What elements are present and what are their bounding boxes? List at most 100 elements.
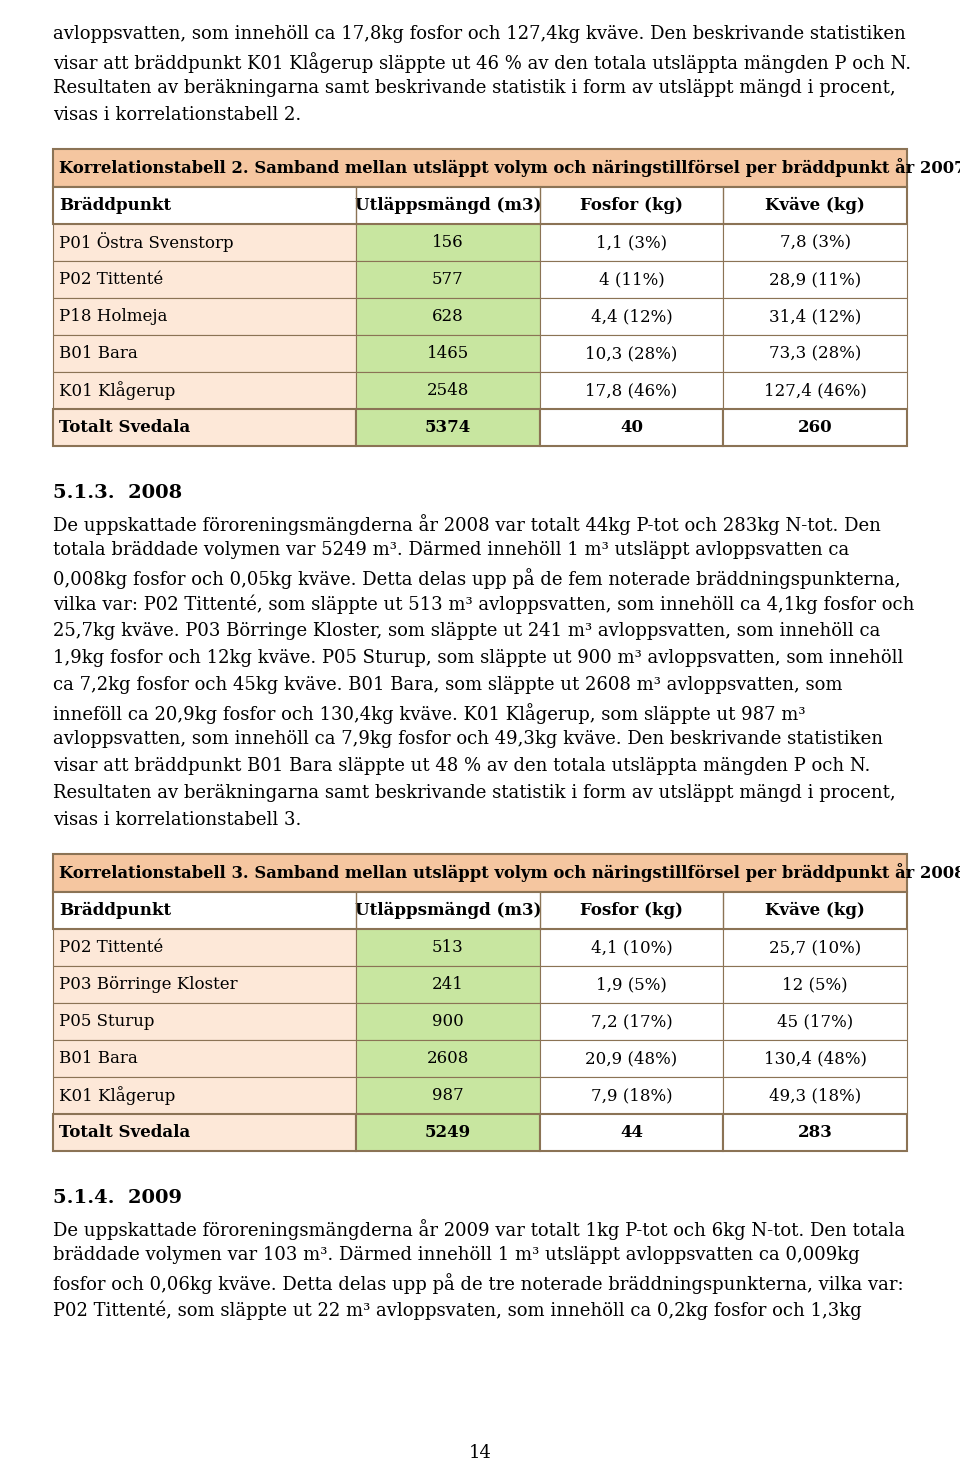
Text: Bräddpunkt: Bräddpunkt xyxy=(59,903,171,919)
Bar xyxy=(540,298,724,335)
Text: avloppsvatten, som innehöll ca 17,8kg fosfor och 127,4kg kväve. Den beskrivande : avloppsvatten, som innehöll ca 17,8kg fo… xyxy=(53,25,905,43)
Text: 127,4 (46%): 127,4 (46%) xyxy=(764,382,867,399)
Bar xyxy=(53,335,356,372)
Bar xyxy=(356,409,540,446)
Bar xyxy=(53,224,356,261)
Text: 4,1 (10%): 4,1 (10%) xyxy=(590,940,672,956)
Text: 7,8 (3%): 7,8 (3%) xyxy=(780,234,851,250)
Text: 1,9kg fosfor och 12kg kväve. P05 Sturup, som släppte ut 900 m³ avloppsvatten, so: 1,9kg fosfor och 12kg kväve. P05 Sturup,… xyxy=(53,649,903,667)
Bar xyxy=(540,1003,724,1040)
Bar xyxy=(53,409,356,446)
Text: avloppsvatten, som innehöll ca 7,9kg fosfor och 49,3kg kväve. Den beskrivande st: avloppsvatten, som innehöll ca 7,9kg fos… xyxy=(53,731,883,748)
Text: 44: 44 xyxy=(620,1123,643,1141)
Bar xyxy=(53,929,356,966)
Text: Totalt Svedala: Totalt Svedala xyxy=(59,419,190,436)
Text: 283: 283 xyxy=(798,1123,832,1141)
Text: Bräddpunkt: Bräddpunkt xyxy=(59,197,171,213)
Text: visar att bräddpunkt B01 Bara släppte ut 48 % av den totala utsläppta mängden P : visar att bräddpunkt B01 Bara släppte ut… xyxy=(53,757,871,775)
Text: 1,9 (5%): 1,9 (5%) xyxy=(596,977,667,993)
Text: bräddade volymen var 103 m³. Därmed innehöll 1 m³ utsläppt avloppsvatten ca 0,00: bräddade volymen var 103 m³. Därmed inne… xyxy=(53,1246,860,1264)
Text: K01 Klågerup: K01 Klågerup xyxy=(59,381,176,400)
Bar xyxy=(53,1077,356,1114)
Bar xyxy=(356,335,540,372)
Text: 7,2 (17%): 7,2 (17%) xyxy=(590,1014,672,1030)
Text: B01 Bara: B01 Bara xyxy=(59,1051,137,1067)
Text: 40: 40 xyxy=(620,419,643,436)
Bar xyxy=(540,1040,724,1077)
Bar xyxy=(356,1040,540,1077)
Text: K01 Klågerup: K01 Klågerup xyxy=(59,1086,176,1106)
Text: 45 (17%): 45 (17%) xyxy=(777,1014,853,1030)
Bar xyxy=(53,372,356,409)
Text: Utläppsmängd (m3): Utläppsmängd (m3) xyxy=(355,903,541,919)
Text: totala bräddade volymen var 5249 m³. Därmed innehöll 1 m³ utsläppt avloppsvatten: totala bräddade volymen var 5249 m³. Där… xyxy=(53,541,850,559)
Text: 156: 156 xyxy=(432,234,464,250)
Text: P02 Tittenté: P02 Tittenté xyxy=(59,940,163,956)
Text: 513: 513 xyxy=(432,940,464,956)
Text: 1465: 1465 xyxy=(427,345,469,362)
Text: 25,7kg kväve. P03 Börringe Kloster, som släppte ut 241 m³ avloppsvatten, som inn: 25,7kg kväve. P03 Börringe Kloster, som … xyxy=(53,622,880,640)
Text: 0,008kg fosfor och 0,05kg kväve. Detta delas upp på de fem noterade bräddningspu: 0,008kg fosfor och 0,05kg kväve. Detta d… xyxy=(53,568,900,588)
Text: 130,4 (48%): 130,4 (48%) xyxy=(764,1051,867,1067)
Bar xyxy=(540,409,724,446)
Bar xyxy=(724,1003,907,1040)
Text: 12 (5%): 12 (5%) xyxy=(782,977,848,993)
Text: Korrelationstabell 2. Samband mellan utsläppt volym och näringstillförsel per br: Korrelationstabell 2. Samband mellan uts… xyxy=(59,159,960,178)
Text: 2608: 2608 xyxy=(427,1051,469,1067)
Text: 31,4 (12%): 31,4 (12%) xyxy=(769,308,861,325)
Text: P02 Tittenté, som släppte ut 22 m³ avloppsvaten, som innehöll ca 0,2kg fosfor oc: P02 Tittenté, som släppte ut 22 m³ avlop… xyxy=(53,1300,862,1319)
Bar xyxy=(724,966,907,1003)
Text: Fosfor (kg): Fosfor (kg) xyxy=(580,903,684,919)
Bar xyxy=(540,335,724,372)
Text: ca 7,2kg fosfor och 45kg kväve. B01 Bara, som släppte ut 2608 m³ avloppsvatten, : ca 7,2kg fosfor och 45kg kväve. B01 Bara… xyxy=(53,676,843,694)
Text: P03 Börringe Kloster: P03 Börringe Kloster xyxy=(59,977,238,993)
Text: B01 Bara: B01 Bara xyxy=(59,345,137,362)
Text: 2548: 2548 xyxy=(427,382,469,399)
Text: 25,7 (10%): 25,7 (10%) xyxy=(769,940,861,956)
Text: 900: 900 xyxy=(432,1014,464,1030)
Text: 20,9 (48%): 20,9 (48%) xyxy=(586,1051,678,1067)
Text: P02 Tittenté: P02 Tittenté xyxy=(59,271,163,288)
Bar xyxy=(53,298,356,335)
Bar xyxy=(53,1003,356,1040)
Text: Totalt Svedala: Totalt Svedala xyxy=(59,1123,190,1141)
Bar xyxy=(53,854,907,892)
Bar xyxy=(540,966,724,1003)
Text: 4 (11%): 4 (11%) xyxy=(599,271,664,288)
Bar xyxy=(724,409,907,446)
Text: visas i korrelationstabell 2.: visas i korrelationstabell 2. xyxy=(53,107,301,124)
Bar xyxy=(540,261,724,298)
Bar xyxy=(540,372,724,409)
Text: De uppskattade föroreningsmängderna år 2009 var totalt 1kg P-tot och 6kg N-tot. : De uppskattade föroreningsmängderna år 2… xyxy=(53,1220,905,1240)
Text: 5374: 5374 xyxy=(425,419,471,436)
Bar xyxy=(356,261,540,298)
Text: Fosfor (kg): Fosfor (kg) xyxy=(580,197,684,213)
Bar xyxy=(540,929,724,966)
Bar xyxy=(53,1040,356,1077)
Text: Resultaten av beräkningarna samt beskrivande statistik i form av utsläppt mängd : Resultaten av beräkningarna samt beskriv… xyxy=(53,784,896,802)
Bar xyxy=(53,966,356,1003)
Bar xyxy=(356,1077,540,1114)
Text: 17,8 (46%): 17,8 (46%) xyxy=(586,382,678,399)
Text: 5.1.3.  2008: 5.1.3. 2008 xyxy=(53,485,182,502)
Bar xyxy=(356,929,540,966)
Bar xyxy=(356,966,540,1003)
Bar xyxy=(540,224,724,261)
Text: Kväve (kg): Kväve (kg) xyxy=(765,197,865,213)
Bar xyxy=(356,1114,540,1152)
Text: visar att bräddpunkt K01 Klågerup släppte ut 46 % av den totala utsläppta mängde: visar att bräddpunkt K01 Klågerup släppt… xyxy=(53,52,911,73)
Text: 7,9 (18%): 7,9 (18%) xyxy=(590,1086,672,1104)
Text: Korrelationstabell 3. Samband mellan utsläppt volym och näringstillförsel per br: Korrelationstabell 3. Samband mellan uts… xyxy=(59,864,960,882)
Text: Resultaten av beräkningarna samt beskrivande statistik i form av utsläppt mängd : Resultaten av beräkningarna samt beskriv… xyxy=(53,79,896,96)
Text: 4,4 (12%): 4,4 (12%) xyxy=(590,308,672,325)
Text: 260: 260 xyxy=(798,419,832,436)
Text: 577: 577 xyxy=(432,271,464,288)
Text: 1,1 (3%): 1,1 (3%) xyxy=(596,234,667,250)
Text: 241: 241 xyxy=(432,977,464,993)
Bar xyxy=(724,1040,907,1077)
Text: vilka var: P02 Tittenté, som släppte ut 513 m³ avloppsvatten, som innehöll ca 4,: vilka var: P02 Tittenté, som släppte ut … xyxy=(53,594,914,615)
Bar xyxy=(540,1114,724,1152)
Text: Kväve (kg): Kväve (kg) xyxy=(765,903,865,919)
Bar xyxy=(724,261,907,298)
Bar xyxy=(356,1003,540,1040)
